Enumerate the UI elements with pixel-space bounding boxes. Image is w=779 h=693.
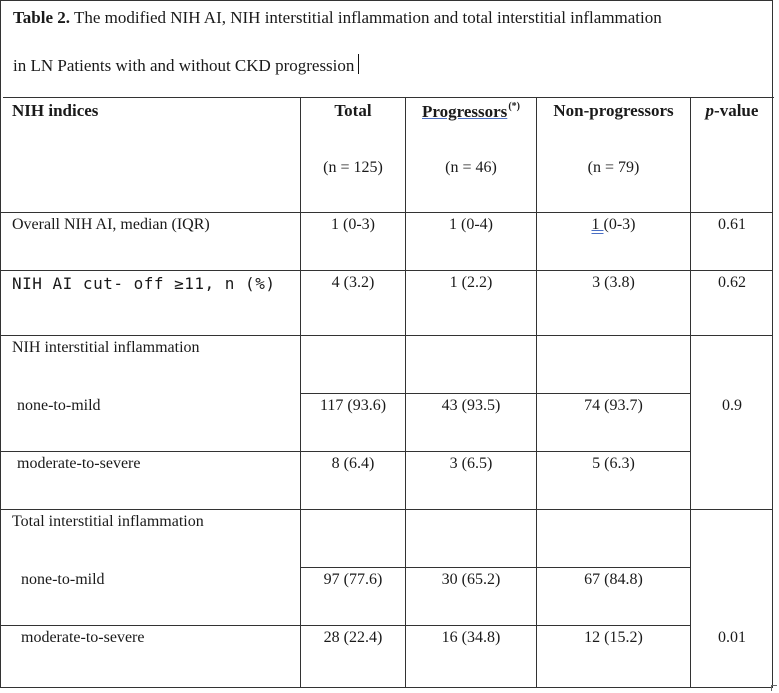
cell-progressors: 16 (34.8) [441,629,501,646]
cell-progressors: 1 (0-4) [449,216,493,233]
header-total: Total [334,101,372,120]
row-divider [300,393,690,394]
row-divider [0,509,773,510]
cell-total: 1 (0-3) [331,216,375,233]
column-divider [536,98,537,688]
cell-p-value: 0.01 [718,629,746,646]
cell-non-progressors-iqr: (0-3) [603,216,636,233]
cell-p-value: 0.61 [718,216,746,233]
text-cursor [358,54,360,74]
n-non-progressors: (n = 79) [587,159,640,176]
header-progressors: Progressors(*) [406,101,536,122]
row-label: none-to-mild [17,397,101,414]
header-nih-indices: NIH indices [12,101,99,120]
cell-non-progressors: 1 (0-3) [537,216,690,234]
row-label: NIH AI cut- off ≥11, n (%) [12,274,276,293]
n-total: (n = 125) [323,159,383,176]
cell-non-progressors: 3 (3.8) [592,274,635,291]
cell-progressors: 30 (65.2) [441,571,501,588]
cell-total: 97 (77.6) [323,571,383,588]
row-divider [0,625,690,626]
cell-non-progressors: 67 (84.8) [584,571,643,588]
row-divider [0,212,773,213]
row-label: moderate-to-severe [21,629,145,646]
cell-total: 117 (93.6) [319,397,387,414]
row-label: moderate-to-severe [17,455,141,472]
caption-title-part2: in LN Patients with and without CKD prog… [13,56,355,75]
header-progressors-footnote: (*) [508,101,520,112]
row-divider [300,567,690,568]
caption-line-2: in LN Patients with and without CKD prog… [13,54,360,76]
cell-non-progressors: 12 (15.2) [584,629,643,646]
n-progressors: (n = 46) [445,159,497,176]
caption-line-1: Table 2. The modified NIH AI, NIH inters… [13,8,662,28]
cell-total: 8 (6.4) [331,455,375,472]
cell-non-progressors: 74 (93.7) [584,397,643,414]
row-divider [0,270,773,271]
column-divider [300,98,301,688]
row-label: Overall NIH AI, median (IQR) [12,216,210,233]
cell-non-progressors: 5 (6.3) [592,455,635,472]
cell-total: 28 (22.4) [323,629,383,646]
header-non-progressors: Non-progressors [553,101,674,120]
column-divider [690,98,691,688]
header-p-rest: -value [714,101,759,120]
section-label: Total interstitial inflammation [12,513,204,530]
cell-non-progressors-median: 1 [591,216,604,233]
cell-progressors: 1 (2.2) [449,274,493,291]
row-divider [0,335,773,336]
row-label: none-to-mild [21,571,105,588]
header-p-value: p-value [691,101,773,121]
header-p-italic: p [705,101,715,120]
table-caption: Table 2. The modified NIH AI, NIH inters… [3,0,774,98]
column-divider [405,98,406,688]
cell-total: 4 (3.2) [331,274,375,291]
cell-progressors: 3 (6.5) [449,455,493,472]
cell-progressors: 43 (93.5) [441,397,501,414]
header-progressors-label: Progressors [422,102,508,121]
row-divider [0,451,690,452]
cell-p-value: 0.62 [718,274,746,291]
resize-corner[interactable] [771,685,777,691]
cell-p-value: 0.9 [722,397,742,414]
caption-title-part1: The modified NIH AI, NIH interstitial in… [73,8,662,27]
section-label: NIH interstitial inflammation [12,339,200,356]
table-label: Table 2. [13,8,71,27]
